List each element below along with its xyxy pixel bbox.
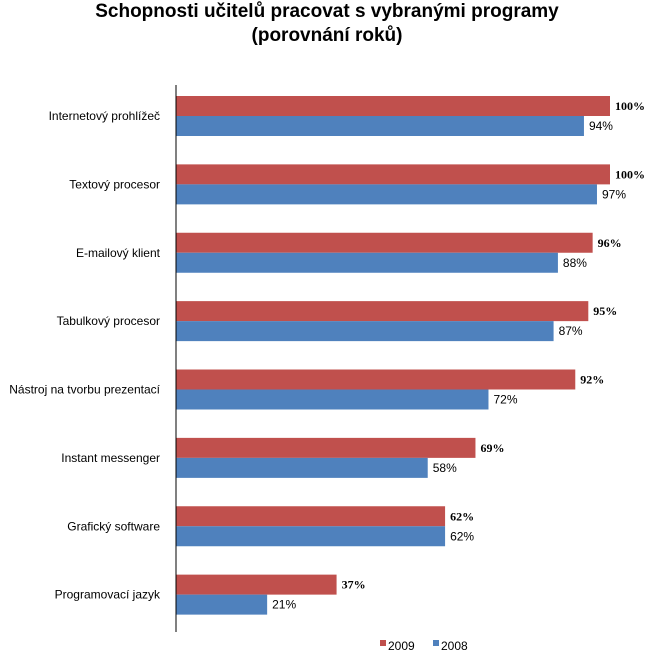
category-label-tabulkovy-procesor: Tabulkový procesor: [57, 314, 160, 328]
chart-title-line-1: Schopnosti učitelů pracovat s vybranými …: [95, 1, 559, 22]
data-label-2009-instant-messenger: 69%: [480, 441, 504, 455]
bar-2008-textovy-procesor: [176, 184, 597, 205]
plot-area: 100%94%Internetový prohlížeč100%97%Texto…: [9, 85, 645, 632]
bar-2009-instant-messenger: [176, 437, 476, 458]
legend-label-2008: 2008: [441, 639, 468, 652]
bar-2008-instant-messenger: [176, 457, 428, 478]
data-label-2008-nastroj-na-tvorbu-prezentaci: 72%: [493, 393, 517, 407]
bar-2008-internetovy-prohlizec: [176, 116, 584, 136]
data-label-2009-textovy-procesor: 100%: [615, 167, 645, 181]
legend: 2009 2008: [380, 639, 468, 652]
bar-2009-graficky-software: [176, 506, 446, 527]
bar-2008-programovaci-jazyk: [176, 594, 268, 615]
category-label-nastroj-na-tvorbu-prezentaci: Nástroj na tvorbu prezentací: [9, 383, 160, 397]
category-label-internetovy-prohlizec: Internetový prohlížeč: [49, 109, 160, 123]
category-label-programovaci-jazyk: Programovací jazyk: [55, 588, 161, 602]
bar-2008-tabulkovy-procesor: [176, 321, 554, 342]
data-label-2008-tabulkovy-procesor: 87%: [559, 324, 583, 338]
bar-2008-e-mailovy-klient: [176, 252, 558, 273]
bar-2009-internetovy-prohlizec: [176, 96, 610, 116]
data-label-2008-e-mailovy-klient: 88%: [563, 256, 587, 270]
bar-2009-programovaci-jazyk: [176, 574, 337, 595]
bar-2009-nastroj-na-tvorbu-prezentaci: [176, 369, 576, 390]
chart-title-line-2: (porovnání roků): [252, 25, 403, 46]
data-label-2009-e-mailovy-klient: 96%: [598, 236, 622, 250]
data-label-2008-internetovy-prohlizec: 94%: [589, 119, 613, 133]
category-label-graficky-software: Grafický software: [67, 519, 160, 533]
bar-2009-e-mailovy-klient: [176, 232, 593, 253]
bar-2008-graficky-software: [176, 526, 446, 547]
data-label-2008-textovy-procesor: 97%: [602, 187, 626, 201]
category-label-textovy-procesor: Textový procesor: [69, 177, 160, 191]
bar-2009-tabulkovy-procesor: [176, 301, 589, 322]
data-label-2009-graficky-software: 62%: [450, 509, 474, 523]
data-label-2009-tabulkovy-procesor: 95%: [593, 304, 617, 318]
bar-2008-nastroj-na-tvorbu-prezentaci: [176, 389, 489, 410]
category-label-instant-messenger: Instant messenger: [61, 451, 160, 465]
legend-swatch-2008: [433, 640, 439, 646]
data-label-2009-internetovy-prohlizec: 100%: [615, 99, 645, 113]
category-label-e-mailovy-klient: E-mailový klient: [76, 246, 161, 260]
data-label-2008-graficky-software: 62%: [450, 529, 474, 543]
data-label-2009-nastroj-na-tvorbu-prezentaci: 92%: [580, 373, 604, 387]
data-label-2008-programovaci-jazyk: 21%: [272, 598, 296, 612]
data-label-2009-programovaci-jazyk: 37%: [342, 578, 366, 592]
data-label-2008-instant-messenger: 58%: [433, 461, 457, 475]
bar-2009-textovy-procesor: [176, 164, 610, 185]
legend-swatch-2009: [380, 640, 386, 646]
legend-label-2009: 2009: [388, 639, 415, 652]
